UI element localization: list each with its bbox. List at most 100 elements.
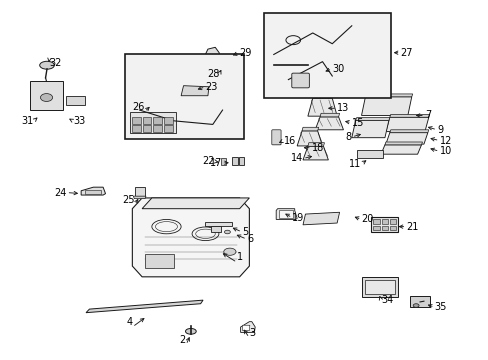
Polygon shape [303,146,328,160]
Text: 27: 27 [400,48,412,58]
Bar [65,96,85,105]
Polygon shape [302,127,318,131]
Bar [205,222,232,226]
Text: 19: 19 [292,213,304,222]
Polygon shape [307,143,324,146]
Text: 10: 10 [439,146,451,156]
Polygon shape [361,97,411,116]
Bar [365,280,394,294]
Text: 8: 8 [345,132,351,142]
Polygon shape [389,114,429,117]
Text: 7: 7 [424,111,430,121]
Polygon shape [181,86,208,96]
Text: 6: 6 [246,234,253,244]
Ellipse shape [185,328,196,334]
Text: 15: 15 [351,118,364,128]
Polygon shape [351,121,388,138]
Text: 5: 5 [242,227,248,237]
Polygon shape [315,117,343,130]
Bar [372,226,379,230]
Text: 1: 1 [237,252,243,262]
Bar [381,226,387,230]
Polygon shape [84,190,101,194]
Polygon shape [297,131,322,146]
Bar [132,125,141,132]
Text: 32: 32 [49,58,61,68]
Bar [389,226,395,230]
Polygon shape [320,113,339,117]
Text: 20: 20 [361,215,373,224]
Text: 24: 24 [54,188,66,198]
Polygon shape [384,142,422,145]
Polygon shape [312,95,332,98]
Text: 14: 14 [290,153,303,163]
Polygon shape [132,198,249,277]
Polygon shape [133,196,146,199]
Bar [361,277,397,297]
Bar [144,253,173,268]
Bar [278,210,293,218]
Text: 18: 18 [311,143,324,153]
Bar [231,157,237,165]
Bar [142,117,151,124]
Bar [372,220,379,224]
Text: 25: 25 [122,195,135,205]
Text: 16: 16 [283,136,295,145]
Text: 2: 2 [180,335,185,345]
Bar [238,157,243,165]
Ellipse shape [41,94,53,102]
Text: 31: 31 [21,116,34,126]
Bar [153,117,162,124]
Ellipse shape [224,230,230,234]
Text: 29: 29 [239,48,251,58]
FancyBboxPatch shape [291,73,309,88]
Text: 30: 30 [331,64,344,74]
Bar [264,13,390,98]
Ellipse shape [40,61,54,69]
Bar [211,226,221,232]
Bar [409,296,429,307]
Text: 3: 3 [249,328,255,338]
Polygon shape [203,47,221,80]
Bar [163,125,172,132]
Text: 28: 28 [206,69,219,79]
Polygon shape [81,187,105,195]
Text: 21: 21 [406,222,418,231]
Text: 35: 35 [434,302,446,312]
Ellipse shape [412,304,418,307]
Bar [30,81,63,110]
Text: 11: 11 [348,159,361,169]
Polygon shape [240,321,255,332]
Polygon shape [242,325,249,330]
Polygon shape [86,300,203,313]
Polygon shape [380,145,421,154]
Text: 34: 34 [380,295,392,305]
Bar [132,117,141,124]
Bar [356,150,383,158]
Bar [221,158,225,165]
Ellipse shape [215,67,234,74]
Polygon shape [276,209,297,220]
Polygon shape [142,198,249,209]
Ellipse shape [224,248,236,255]
Text: 22: 22 [202,156,214,166]
Polygon shape [355,118,389,121]
FancyBboxPatch shape [271,130,281,145]
Polygon shape [303,212,339,225]
Polygon shape [365,94,412,97]
Text: 12: 12 [439,136,451,145]
Bar [389,220,395,224]
Text: 26: 26 [132,102,144,112]
Bar [272,131,280,144]
Text: 17: 17 [209,158,222,168]
Text: 33: 33 [73,116,85,126]
Bar [153,125,162,132]
Polygon shape [307,98,336,116]
Bar [135,187,144,196]
Text: 4: 4 [126,317,132,327]
Bar [125,54,244,139]
Bar [163,117,172,124]
Bar [130,112,176,134]
Polygon shape [389,130,428,133]
Text: 23: 23 [205,82,218,92]
